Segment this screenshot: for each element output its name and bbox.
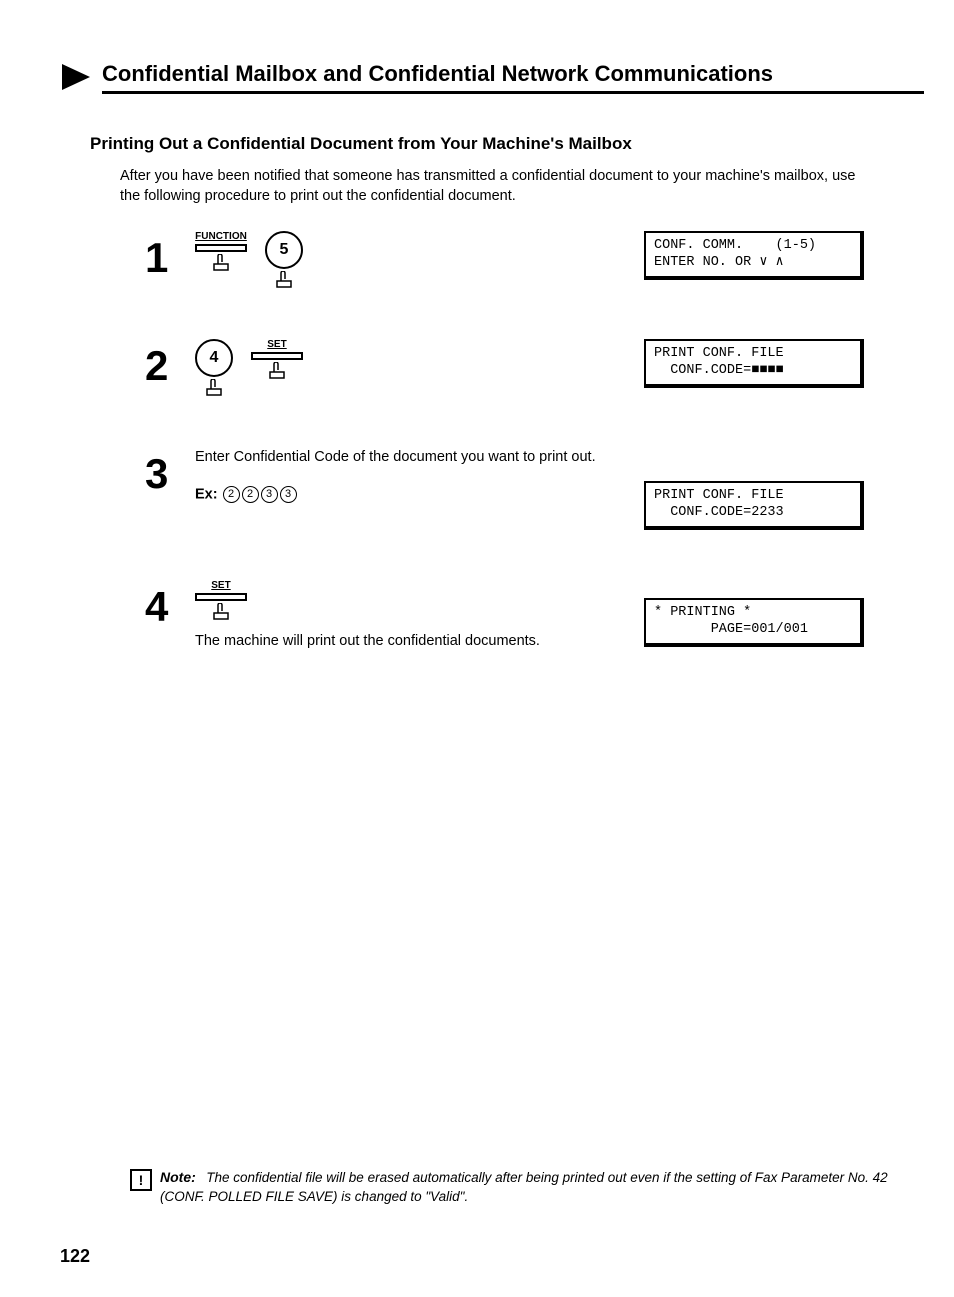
step-instruction: Enter Confidential Code of the document … bbox=[195, 447, 624, 468]
set-key: SET bbox=[195, 580, 247, 621]
press-hand-icon bbox=[203, 379, 225, 397]
alert-icon: ! bbox=[130, 1169, 152, 1191]
page-number: 122 bbox=[60, 1246, 90, 1267]
key-row: SET bbox=[195, 580, 624, 621]
set-label: SET bbox=[267, 339, 286, 350]
press-hand-icon bbox=[266, 362, 288, 380]
step-body: FUNCTION 5 CONF. COMM. (1-5) ENTER bbox=[195, 231, 864, 289]
lcd-line1: PRINT CONF. FILE bbox=[654, 346, 784, 361]
note-text: The confidential file will be erased aut… bbox=[160, 1170, 888, 1204]
step-body: 4 SET PRINT CONF. FILE CONF.CODE=■■■ bbox=[195, 339, 864, 397]
lcd-display: PRINT CONF. FILE CONF.CODE=2233 bbox=[644, 481, 864, 530]
section-title: Printing Out a Confidential Document fro… bbox=[90, 134, 894, 154]
step-left: SET The machine will print out the confi… bbox=[195, 580, 644, 649]
lcd-line1: PRINT CONF. FILE bbox=[654, 488, 784, 503]
set-key: SET bbox=[251, 339, 303, 380]
press-hand-icon bbox=[210, 603, 232, 621]
step-3: 3 Enter Confidential Code of the documen… bbox=[145, 447, 864, 530]
lcd-display: * PRINTING * PAGE=001/001 bbox=[644, 598, 864, 647]
lcd-line2: PAGE=001/001 bbox=[654, 622, 808, 637]
key-row: FUNCTION 5 bbox=[195, 231, 624, 289]
step-number: 4 bbox=[145, 586, 195, 628]
lcd-display: PRINT CONF. FILE CONF.CODE=■■■■ bbox=[644, 339, 864, 388]
lcd-line1: * PRINTING * bbox=[654, 605, 751, 620]
step-left: Enter Confidential Code of the document … bbox=[195, 447, 644, 503]
ex-digit: 2 bbox=[223, 486, 240, 503]
page-header: Confidential Mailbox and Confidential Ne… bbox=[60, 60, 894, 94]
press-hand-icon bbox=[273, 271, 295, 289]
digit-5-icon: 5 bbox=[265, 231, 303, 269]
set-button-icon bbox=[251, 352, 303, 360]
step-body: Enter Confidential Code of the document … bbox=[195, 447, 864, 530]
function-key: FUNCTION bbox=[195, 231, 247, 272]
step-result: The machine will print out the confident… bbox=[195, 633, 624, 649]
step-left: 4 SET bbox=[195, 339, 644, 397]
step-2: 2 4 SET bbox=[145, 339, 864, 397]
note-box: ! Note: The confidential file will be er… bbox=[130, 1169, 894, 1207]
manual-page: Confidential Mailbox and Confidential Ne… bbox=[0, 0, 954, 1297]
step-left: FUNCTION 5 bbox=[195, 231, 644, 289]
lcd-display: CONF. COMM. (1-5) ENTER NO. OR ∨ ∧ bbox=[644, 231, 864, 280]
step-number: 2 bbox=[145, 345, 195, 387]
press-hand-icon bbox=[210, 254, 232, 272]
digit-key: 4 bbox=[195, 339, 233, 397]
key-row: 4 SET bbox=[195, 339, 624, 397]
header-title: Confidential Mailbox and Confidential Ne… bbox=[102, 61, 924, 94]
note-label: Note: bbox=[160, 1169, 196, 1185]
example-line: Ex: 2233 bbox=[195, 486, 624, 503]
function-label: FUNCTION bbox=[195, 231, 247, 242]
digit-4-icon: 4 bbox=[195, 339, 233, 377]
set-label: SET bbox=[211, 580, 230, 591]
lcd-line2: CONF.CODE=2233 bbox=[654, 505, 784, 520]
ex-label: Ex: bbox=[195, 486, 218, 502]
step-4: 4 SET The machine will print out the con… bbox=[145, 580, 864, 649]
note-content: Note: The confidential file will be eras… bbox=[160, 1169, 894, 1207]
lcd-line2: CONF.CODE=■■■■ bbox=[654, 363, 784, 378]
intro-text: After you have been notified that someon… bbox=[120, 166, 864, 207]
ex-digit: 3 bbox=[280, 486, 297, 503]
step-number: 3 bbox=[145, 453, 195, 495]
step-body: SET The machine will print out the confi… bbox=[195, 580, 864, 649]
function-button-icon bbox=[195, 244, 247, 252]
ex-digit: 3 bbox=[261, 486, 278, 503]
lcd-line1: CONF. COMM. (1-5) bbox=[654, 238, 816, 253]
step-1: 1 FUNCTION 5 bbox=[145, 231, 864, 289]
arrow-right-icon bbox=[60, 60, 94, 94]
lcd-line2: ENTER NO. OR ∨ ∧ bbox=[654, 255, 784, 270]
set-button-icon bbox=[195, 593, 247, 601]
digit-key: 5 bbox=[265, 231, 303, 289]
step-number: 1 bbox=[145, 237, 195, 279]
ex-digit: 2 bbox=[242, 486, 259, 503]
